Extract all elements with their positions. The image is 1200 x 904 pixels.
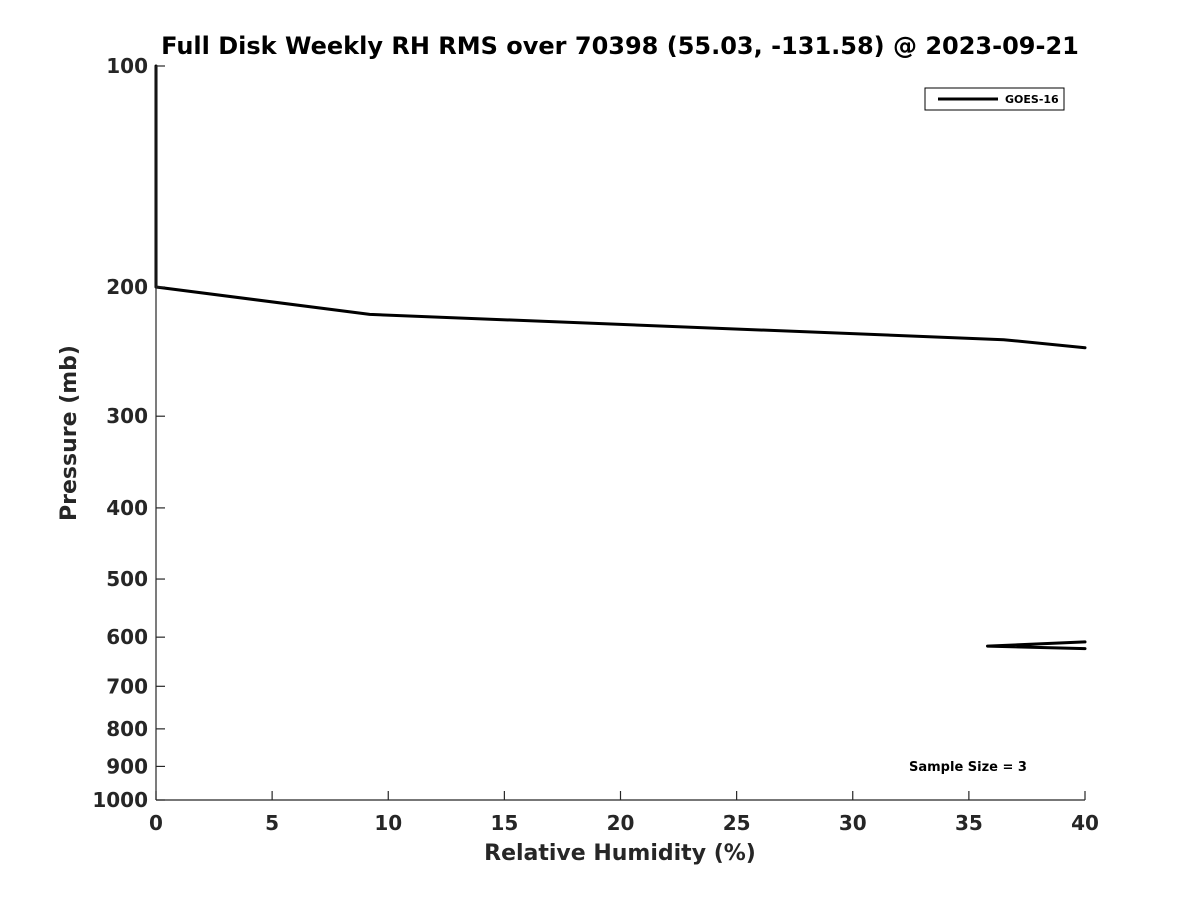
legend-label-goes-16: GOES-16 (1005, 93, 1059, 106)
x-tick-label: 5 (265, 811, 279, 835)
x-tick-label: 35 (955, 811, 983, 835)
y-tick-label: 200 (106, 275, 148, 299)
plot-area (154, 64, 1087, 651)
x-axis: 0 5 10 15 20 25 30 35 40 (149, 791, 1099, 835)
y-tick-label: 700 (106, 674, 148, 698)
y-axis: 100 200 300 400 500 600 700 800 900 1000 (92, 54, 165, 812)
x-tick-label: 0 (149, 811, 163, 835)
legend: GOES-16 (924, 87, 1065, 111)
y-tick-label: 300 (106, 404, 148, 428)
x-tick-label: 25 (723, 811, 751, 835)
y-tick-label: 600 (106, 625, 148, 649)
y-tick-label: 1000 (92, 788, 148, 812)
y-tick-label: 500 (106, 567, 148, 591)
y-axis-label: Pressure (mb) (57, 345, 82, 521)
y-tick-label: 800 (106, 717, 148, 741)
x-tick-label: 15 (490, 811, 518, 835)
x-tick-label: 40 (1071, 811, 1099, 835)
x-tick-label: 30 (839, 811, 867, 835)
y-tick-label: 400 (106, 496, 148, 520)
chart-title: Full Disk Weekly RH RMS over 70398 (55.0… (161, 32, 1079, 60)
y-tick-label: 900 (106, 754, 148, 778)
x-axis-label: Relative Humidity (%) (484, 841, 756, 866)
x-tick-label: 10 (374, 811, 402, 835)
sample-size-annotation: Sample Size = 3 (909, 760, 1027, 775)
y-tick-label: 100 (106, 54, 148, 78)
x-tick-label: 20 (607, 811, 635, 835)
series-line-goes-16-segment-2 (986, 640, 1087, 651)
